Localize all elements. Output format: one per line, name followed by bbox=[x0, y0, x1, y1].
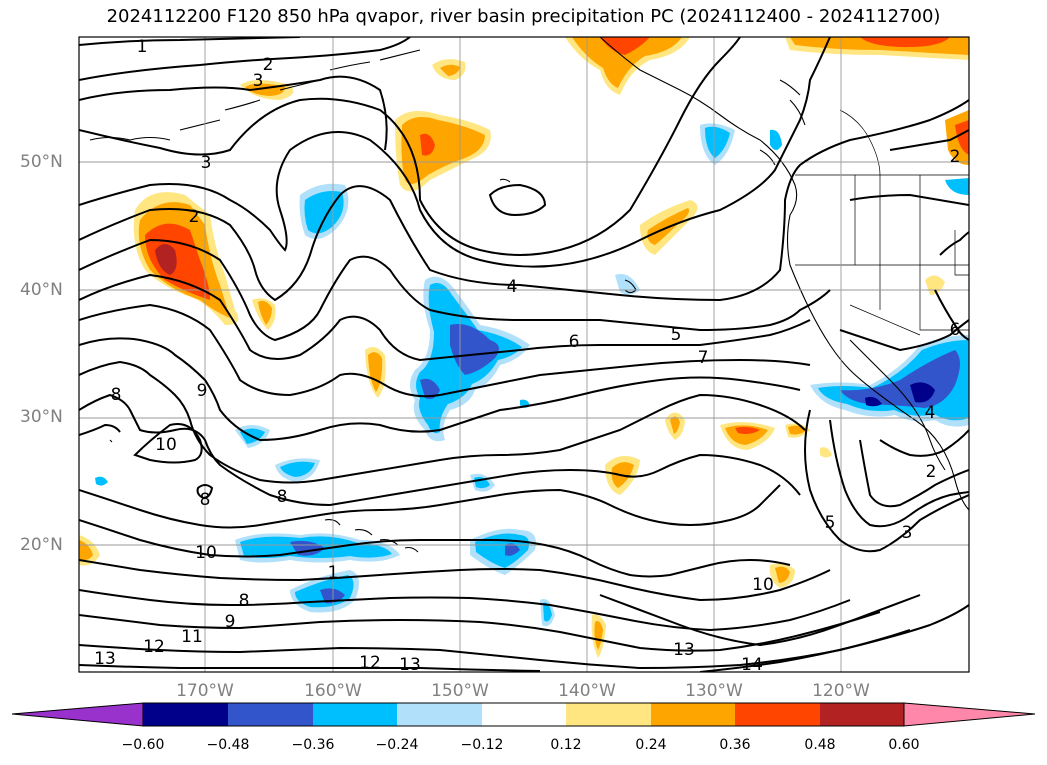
colorbar-segment bbox=[482, 703, 566, 726]
contour-label: 10 bbox=[195, 543, 217, 563]
contour-label: 2 bbox=[950, 147, 961, 167]
contour-label: 1 bbox=[137, 37, 148, 57]
contour-label: 12 bbox=[359, 653, 381, 673]
contour-label: 8 bbox=[277, 487, 288, 507]
colorbar bbox=[11, 702, 1036, 727]
contour-label: 8 bbox=[200, 490, 211, 510]
contour-label: 2 bbox=[263, 55, 274, 75]
precip-positive-shading bbox=[79, 37, 969, 658]
colorbar-tick-label: −0.60 bbox=[121, 737, 165, 753]
colorbar-tick-label: −0.24 bbox=[375, 737, 419, 753]
contour-label: 2 bbox=[189, 207, 200, 227]
colorbar-tick-label: 0.24 bbox=[635, 737, 667, 753]
colorbar-segment bbox=[143, 703, 228, 726]
lon-label: 150°W bbox=[431, 681, 489, 701]
contour-label: 8 bbox=[239, 591, 250, 611]
lon-label: 160°W bbox=[304, 681, 362, 701]
lon-label: 130°W bbox=[685, 681, 743, 701]
contour-label: 14 bbox=[741, 655, 763, 675]
colorbar-tick-label: 0.48 bbox=[804, 737, 836, 753]
contour-label: 13 bbox=[94, 649, 116, 669]
lat-label: 30°N bbox=[20, 407, 63, 427]
contour-labels: 1 2 3 3 2 4 5 6 7 8 9 10 8 8 10 8 9 11 1… bbox=[94, 37, 961, 675]
contour-label: 11 bbox=[181, 627, 203, 647]
colorbar-extend-right bbox=[903, 702, 1036, 727]
lon-label: 140°W bbox=[558, 681, 616, 701]
contour-label: 4 bbox=[925, 403, 936, 423]
lat-label: 20°N bbox=[20, 535, 63, 555]
colorbar-segment bbox=[566, 703, 651, 726]
colorbar-segment bbox=[228, 703, 313, 726]
contour-label: 5 bbox=[825, 513, 836, 533]
coastlines bbox=[89, 37, 969, 553]
gridlines bbox=[79, 37, 969, 672]
colorbar-extend-left bbox=[11, 702, 144, 727]
contour-label: 10 bbox=[752, 575, 774, 595]
lat-label: 40°N bbox=[20, 280, 63, 300]
map-title: 2024112200 F120 850 hPa qvapor, river ba… bbox=[106, 6, 941, 27]
contour-label: 13 bbox=[673, 640, 695, 660]
colorbar-segment bbox=[651, 703, 735, 726]
colorbar-segment bbox=[735, 703, 820, 726]
contour-label: 6 bbox=[569, 332, 580, 352]
colorbar-tick-label: −0.12 bbox=[460, 737, 504, 753]
contour-label: 13 bbox=[399, 655, 421, 675]
contour-label: 3 bbox=[253, 71, 264, 91]
contour-label: 2 bbox=[926, 462, 937, 482]
colorbar-tick-label: −0.36 bbox=[291, 737, 335, 753]
contour-label: 10 bbox=[155, 435, 177, 455]
colorbar-segment bbox=[820, 703, 904, 726]
map-frame bbox=[78, 36, 970, 673]
contour-label: 3 bbox=[902, 523, 913, 543]
contour-label: 1 bbox=[328, 563, 339, 583]
lat-label: 50°N bbox=[20, 152, 63, 172]
state-borders bbox=[795, 109, 969, 336]
colorbar-tick-label: 0.12 bbox=[550, 737, 582, 753]
contour-label: 3 bbox=[201, 153, 212, 173]
colorbar-tick-label: 0.60 bbox=[888, 737, 920, 753]
colorbar-tick-label: 0.36 bbox=[719, 737, 751, 753]
contour-label: 9 bbox=[225, 612, 236, 632]
precip-negative-shading bbox=[95, 123, 969, 627]
qvapor-contours bbox=[79, 37, 969, 672]
contour-label: 7 bbox=[698, 348, 709, 368]
contour-label: 6 bbox=[950, 320, 961, 340]
contour-label: 8 bbox=[111, 385, 122, 405]
contour-label: 9 bbox=[197, 381, 208, 401]
contour-label: 4 bbox=[507, 277, 518, 297]
contour-label: 5 bbox=[671, 325, 682, 345]
colorbar-tick-label: −0.48 bbox=[206, 737, 250, 753]
colorbar-segment bbox=[397, 703, 482, 726]
contour-label: 12 bbox=[143, 637, 165, 657]
lon-label: 170°W bbox=[176, 681, 234, 701]
lon-label: 120°W bbox=[812, 681, 870, 701]
colorbar-segment bbox=[313, 703, 397, 726]
